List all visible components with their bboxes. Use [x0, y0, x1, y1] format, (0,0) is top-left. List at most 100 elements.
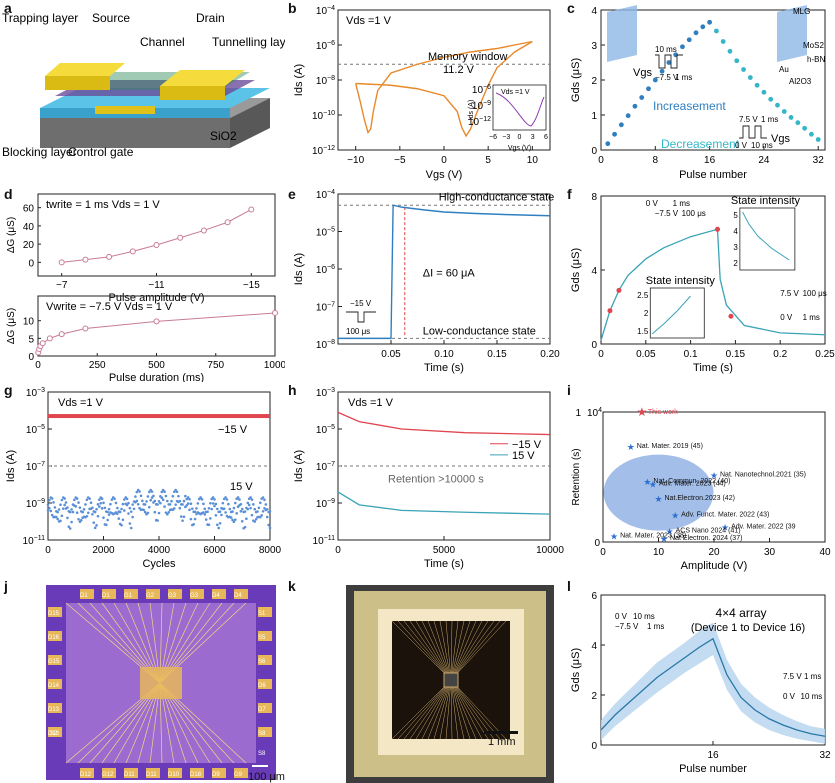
bond-wire — [391, 679, 452, 740]
data-point-15v — [103, 506, 107, 510]
pad-right-label: S5 — [258, 635, 266, 641]
data-point-15v — [167, 511, 171, 514]
drain-front — [160, 86, 225, 100]
data-point-15v — [152, 494, 155, 498]
panel-letter-a: a — [4, 0, 12, 16]
panel-letter-e: e — [288, 186, 296, 202]
y-tick-label: 10−9 — [316, 498, 335, 510]
data-point-15v — [149, 498, 152, 502]
panel-letter-j: j — [4, 578, 8, 594]
data-point-increasement — [612, 131, 617, 137]
data-point-15v — [50, 513, 54, 517]
data-point-15v — [263, 506, 266, 510]
data-point-15v — [147, 490, 151, 494]
data-point-decreasement — [802, 125, 808, 131]
pad-left — [48, 703, 62, 713]
bond-wire — [421, 679, 452, 740]
data-point-15v — [234, 518, 237, 521]
d-top-x-tick-label: −7 — [56, 280, 68, 291]
x-tick-label: 0 — [600, 547, 606, 558]
pad-right — [258, 631, 272, 641]
y-tick-label: 0 — [591, 741, 597, 752]
x-tick-label: 40 — [819, 547, 831, 558]
data-point-15v — [195, 507, 198, 510]
d-bottom-data-point — [58, 331, 65, 338]
data-point-15v — [166, 512, 169, 516]
series-label-decreasement: Decreasement — [661, 137, 740, 151]
x-tick-label: 16 — [707, 750, 719, 761]
x-axis-label: Time (s) — [424, 362, 464, 374]
inset-right-y-tick: 3 — [733, 243, 738, 252]
panel-k-package-photo: 1 mm — [346, 585, 554, 783]
inset-right-y-tick: 5 — [733, 211, 738, 220]
y-tick-label: 3 — [591, 41, 597, 52]
bond-wire — [415, 679, 452, 740]
data-point-15v — [73, 498, 76, 502]
data-point-15v — [85, 498, 89, 502]
x-tick-label: 0 — [441, 155, 447, 166]
data-point-15v — [88, 497, 91, 500]
y-tick-label: 10−11 — [313, 535, 336, 547]
spread-band — [601, 622, 825, 744]
pad-bottom-label: G9 — [234, 772, 243, 778]
memory-window-label: Memory window — [428, 51, 508, 63]
y-tick-label: 1 — [591, 111, 597, 122]
pad-bottom — [80, 768, 94, 778]
d-bottom-x-tick-label: 250 — [89, 360, 106, 371]
d-top-data-point — [224, 219, 231, 226]
data-point-15v — [171, 494, 175, 498]
label-tunnelling: Tunnelling layer — [212, 35, 285, 49]
y-tick-label: 10−8 — [316, 339, 335, 351]
d-bottom-data-point — [39, 340, 46, 347]
pulse-train-positive — [739, 125, 767, 139]
pulse-tp2: 1 ms — [803, 313, 820, 322]
data-point-15v — [250, 498, 254, 501]
point-label: Adv. Mater. 2022 (39 — [731, 523, 796, 530]
pulse-neg: −7.5 V — [655, 209, 679, 218]
bond-wire — [450, 679, 477, 740]
data-point-star: ★ — [627, 442, 635, 452]
pad-right-label: D6 — [258, 683, 266, 689]
legend-15: 15 V — [512, 450, 535, 462]
data-point-15v — [48, 498, 51, 502]
data-point-15v — [56, 510, 60, 514]
data-point-15v — [107, 513, 111, 516]
pad-bottom-label: D11 — [124, 772, 135, 778]
pad-left — [48, 655, 62, 665]
data-point-15v — [203, 513, 207, 516]
data-point-15v — [116, 506, 119, 510]
data-point-decreasement — [775, 102, 780, 108]
data-point-15v — [59, 519, 62, 523]
data-point-15v — [56, 517, 60, 521]
data-point-15v — [228, 507, 232, 511]
data-point-15v — [63, 497, 66, 500]
data-point-15v — [145, 500, 148, 503]
y-tick-label: 10−4 — [316, 5, 335, 17]
data-point-15v — [263, 498, 266, 502]
data-point-15v — [91, 506, 94, 510]
data-point-15v — [159, 501, 162, 505]
data-point-15v — [245, 517, 248, 521]
d-bottom-x-tick-label: 0 — [35, 360, 41, 371]
d-bottom-annotation: Vwrite = −7.5 V Vds = 1 V — [46, 301, 173, 313]
x-axis-label: Amplitude (V) — [681, 560, 748, 572]
d-top-x-tick-label: −11 — [148, 280, 165, 291]
panel-letter-c: c — [567, 0, 575, 16]
data-point-15v — [150, 490, 154, 493]
data-point-15v — [249, 506, 252, 510]
data-point-15v — [221, 501, 225, 505]
x-tick-label: 0 — [45, 545, 51, 556]
panel-f-state-chart: 0 0.05 0.1 0.15 0.2 0.25 0 4 8 2 3 4 5 State intensit… — [570, 192, 835, 374]
d-top-x-tick-label: −15 — [243, 280, 260, 291]
data-point-15v — [77, 517, 80, 521]
x-tick-label: 8000 — [259, 545, 282, 556]
bond-wire — [450, 679, 471, 740]
d-top-y-tick-label: 40 — [23, 222, 35, 233]
panel-c-potentiation-chart: 0 8 16 24 32 0 1 2 3 4 Increasement Decreasement Pul… — [570, 5, 826, 181]
y-tick-label: 10−9 — [26, 498, 45, 510]
pad-right-label: S1 — [258, 611, 266, 617]
x-tick-label: 0 — [335, 545, 341, 556]
y-axis-label: Gds (μS) — [570, 248, 582, 292]
pad-right-label: S8 — [258, 731, 266, 737]
pad-top — [146, 589, 160, 599]
